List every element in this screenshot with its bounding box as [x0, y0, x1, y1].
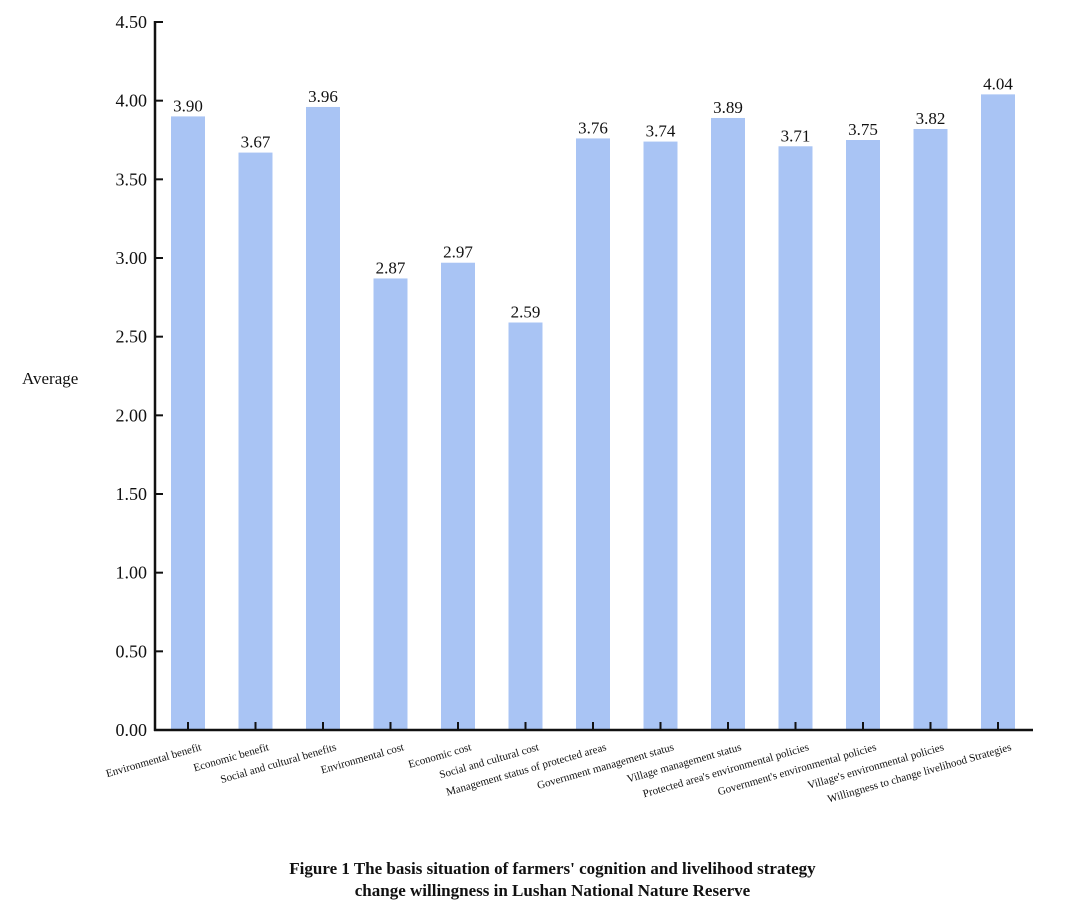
bar [576, 138, 610, 731]
data-label: 2.97 [443, 243, 473, 262]
bar [171, 116, 205, 730]
data-label: 3.90 [173, 96, 203, 115]
figure-caption: Figure 1 The basis situation of farmers'… [0, 858, 1080, 902]
bar [373, 278, 408, 730]
bar [441, 262, 475, 730]
data-label: 3.76 [578, 118, 608, 137]
caption-line-2: change willingness in Lushan National Na… [354, 881, 751, 900]
data-label: 4.04 [983, 74, 1013, 93]
y-tick-label: 4.50 [116, 12, 148, 32]
data-label: 3.74 [646, 122, 676, 141]
data-label: 3.67 [241, 133, 271, 152]
bar [846, 140, 880, 730]
y-tick-label: 2.50 [116, 327, 148, 347]
y-tick-label: 3.50 [116, 169, 148, 189]
bar [306, 106, 340, 730]
data-label: 3.96 [308, 87, 338, 106]
data-label: 3.71 [781, 126, 811, 145]
caption-line-1: Figure 1 The basis situation of farmers'… [289, 859, 816, 878]
bar [238, 152, 273, 730]
x-tick-label: Environmental benefit [105, 741, 203, 780]
x-tick-label: Social and cultural benefits [219, 741, 338, 786]
bar [508, 322, 543, 730]
data-label: 3.82 [916, 109, 946, 128]
bar [643, 141, 678, 730]
y-tick-label: 0.50 [116, 641, 148, 661]
data-label: 3.75 [848, 120, 878, 139]
y-tick-label: 0.00 [116, 720, 148, 740]
bar [778, 146, 813, 730]
y-tick-label: 2.00 [116, 405, 148, 425]
y-tick-label: 1.00 [116, 563, 148, 583]
y-tick-label: 3.00 [116, 248, 148, 268]
bar [981, 94, 1015, 730]
data-label: 3.89 [713, 98, 743, 117]
data-label: 2.87 [376, 258, 406, 277]
bar [711, 117, 745, 731]
y-tick-label: 1.50 [116, 484, 148, 504]
y-axis-label: Average [22, 369, 78, 388]
bar [913, 128, 948, 730]
y-tick-label: 4.00 [116, 91, 148, 111]
data-label: 2.59 [511, 303, 541, 322]
